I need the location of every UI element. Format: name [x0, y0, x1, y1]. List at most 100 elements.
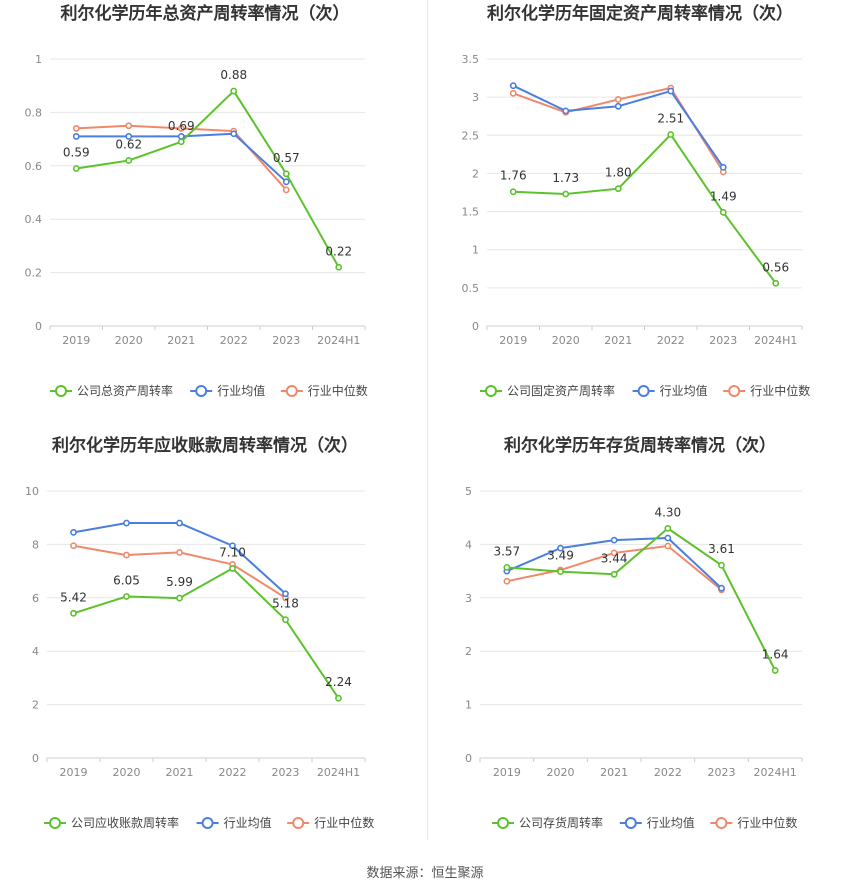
data-label: 7.10	[219, 545, 246, 559]
data-point	[123, 519, 130, 527]
y-tick-label: 0.8	[25, 106, 43, 119]
data-point	[177, 138, 185, 146]
chart-title: 利尔化学历年存货周转率情况（次）	[504, 435, 776, 456]
data-point	[718, 584, 725, 592]
legend-marker-icon	[728, 385, 741, 397]
x-tick-label: 2022	[657, 334, 685, 347]
x-tick-label: 2024H1	[317, 766, 360, 779]
data-point	[664, 534, 672, 542]
x-tick-label: 2021	[604, 334, 632, 347]
y-tick-label: 4	[465, 538, 472, 551]
data-point	[614, 102, 622, 110]
data-label: 5.18	[272, 597, 299, 611]
data-point	[771, 667, 779, 674]
data-point	[70, 528, 77, 536]
legend-label: 公司存货周转率	[519, 815, 603, 830]
legend-item: 行业中位数	[723, 383, 810, 398]
y-tick-label: 1	[35, 53, 42, 66]
legend-item: 行业中位数	[280, 383, 368, 398]
data-point	[667, 87, 675, 95]
data-point	[718, 561, 725, 569]
legend-label: 行业中位数	[750, 383, 810, 398]
y-tick-label: 0	[35, 320, 42, 333]
data-label: 1.64	[762, 647, 789, 661]
x-tick-label: 2019	[499, 334, 527, 347]
data-label: 0.69	[168, 119, 195, 133]
data-label: 1.73	[552, 171, 579, 185]
data-point	[70, 542, 77, 550]
data-label: 3.61	[708, 542, 735, 556]
data-point	[125, 133, 133, 140]
data-point	[176, 549, 183, 556]
legend-item: 行业中位数	[287, 815, 374, 830]
y-tick-label: 0.4	[25, 213, 43, 226]
legend-label: 行业均值	[217, 383, 265, 398]
chart-panel-3: 利尔化学历年应收账款周转率情况（次） 0 2 4 6 8 10 2019 2020 2021 202…	[25, 435, 374, 830]
legend-marker-icon	[637, 385, 650, 397]
data-point	[610, 570, 618, 578]
data-point	[335, 694, 342, 702]
x-tick-label: 2020	[547, 766, 575, 779]
y-tick-label: 1.5	[462, 206, 480, 219]
y-tick-label: 8	[32, 538, 39, 551]
data-point	[562, 107, 570, 115]
y-tick-label: 0	[32, 752, 39, 765]
data-point	[72, 125, 80, 132]
legend-marker-icon	[201, 817, 214, 829]
y-tick-label: 10	[25, 485, 39, 498]
data-point	[610, 536, 618, 544]
data-point	[230, 130, 238, 138]
data-label: 0.57	[273, 151, 300, 165]
data-point	[503, 577, 511, 585]
data-label: 3.44	[601, 551, 628, 565]
x-tick-label: 2020	[552, 334, 580, 347]
legend-label: 行业均值	[660, 383, 708, 398]
y-tick-label: 1	[472, 244, 479, 257]
x-tick-label: 2021	[600, 766, 628, 779]
y-tick-label: 2	[465, 645, 472, 658]
data-label: 2.24	[325, 675, 352, 689]
x-tick-label: 2023	[272, 334, 300, 347]
data-point	[230, 87, 238, 95]
legend-marker-icon	[55, 385, 67, 397]
data-point	[562, 190, 570, 198]
y-tick-label: 0.2	[25, 267, 43, 280]
legend-label: 行业中位数	[308, 383, 368, 398]
legend-item: 公司存货周转率	[492, 815, 603, 830]
data-point	[509, 188, 517, 196]
source-note: 数据来源：恒生聚源	[366, 866, 484, 881]
legend-label: 行业中位数	[737, 815, 797, 830]
data-label: 1.76	[500, 169, 527, 183]
data-point	[125, 157, 133, 164]
data-label: 5.99	[166, 575, 193, 589]
x-tick-label: 2019	[493, 766, 521, 779]
y-tick-label: 2.5	[462, 129, 480, 142]
x-tick-label: 2024H1	[754, 334, 797, 347]
legend-marker-icon	[715, 817, 728, 829]
x-tick-label: 2022	[654, 766, 682, 779]
data-point	[176, 519, 183, 527]
legend-marker-icon	[497, 817, 509, 829]
data-point	[282, 186, 290, 194]
legend-item: 行业均值	[190, 383, 265, 398]
data-label: 0.88	[220, 68, 247, 82]
data-point	[282, 178, 290, 186]
x-tick-label: 2024H1	[754, 766, 797, 779]
data-point	[509, 82, 517, 90]
legend-item: 行业均值	[619, 815, 695, 830]
x-tick-label: 2023	[709, 334, 737, 347]
data-point	[123, 551, 130, 559]
data-label: 0.59	[63, 145, 90, 159]
legend-label: 行业中位数	[314, 815, 374, 830]
panel-divider	[427, 0, 428, 840]
data-label: 2.51	[657, 112, 684, 126]
series-line	[513, 133, 777, 284]
data-point	[719, 208, 727, 216]
data-point	[72, 165, 80, 172]
legend-label: 公司固定资产周转率	[507, 383, 615, 398]
x-tick-label: 2020	[113, 766, 141, 779]
data-point	[229, 542, 236, 550]
x-tick-label: 2021	[166, 766, 194, 779]
legend-marker-icon	[285, 385, 298, 397]
data-label: 3.57	[493, 544, 520, 558]
